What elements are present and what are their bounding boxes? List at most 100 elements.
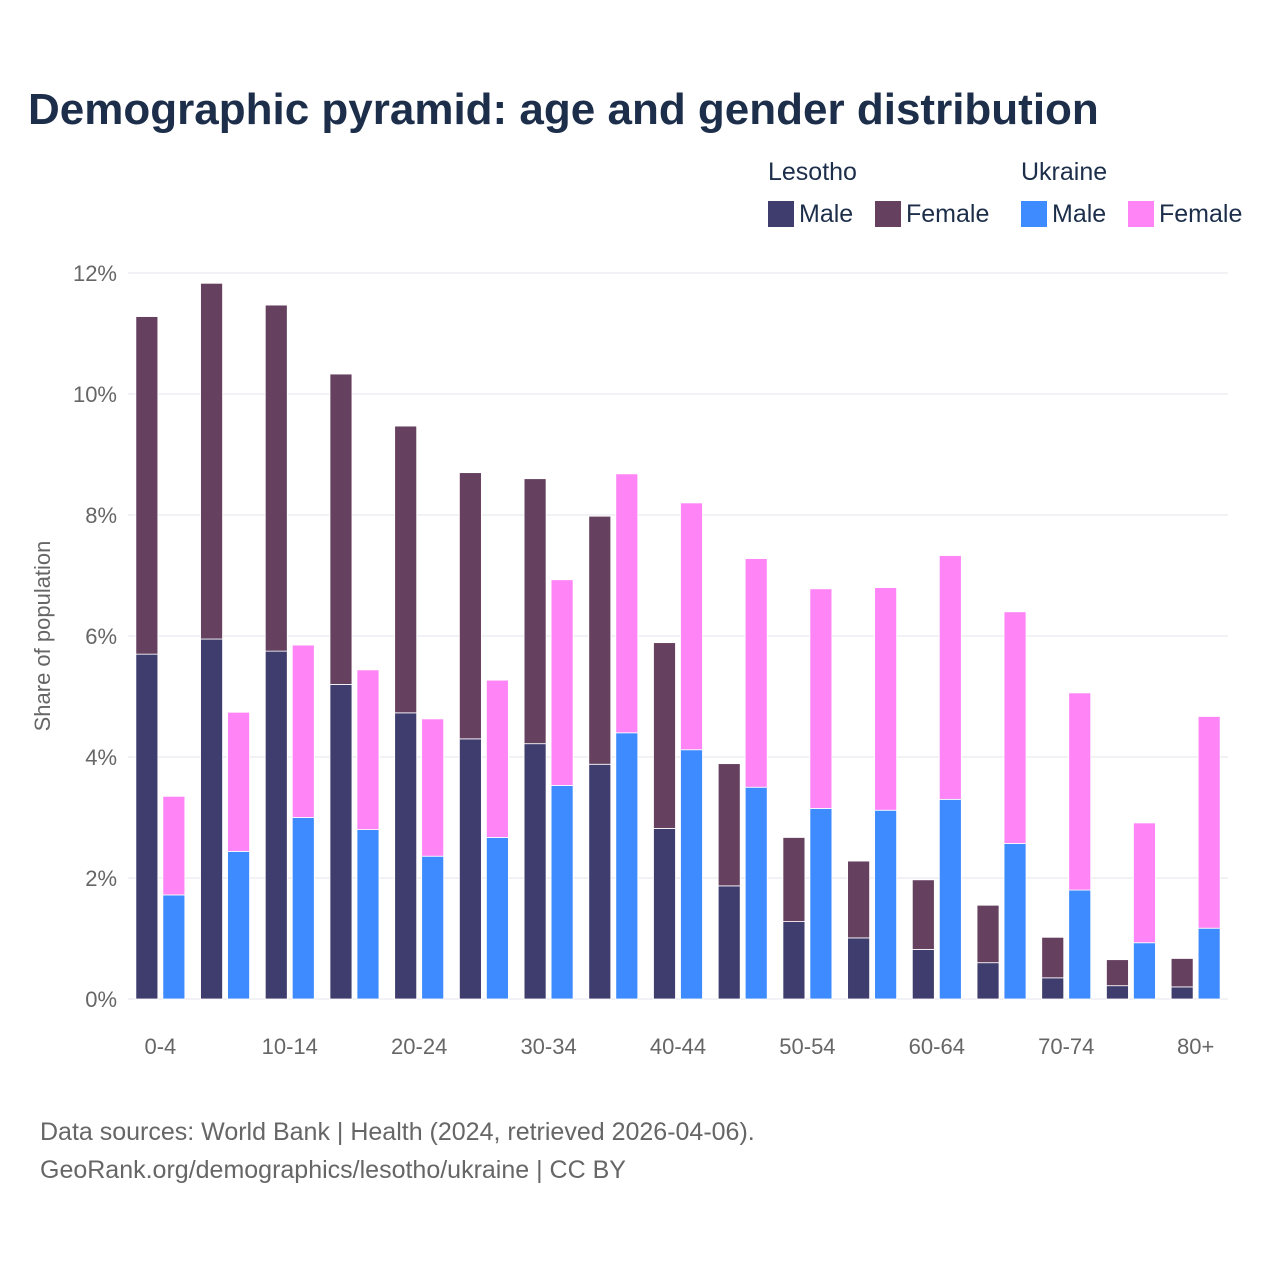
bar-ukraine-female [1069, 693, 1091, 890]
legend-label-lesotho-female: Female [906, 200, 989, 228]
bar-ukraine-female [486, 680, 508, 837]
y-tick-label: 8% [85, 503, 117, 528]
legend-label-ukraine-male: Male [1052, 200, 1106, 228]
bar-lesotho-male [265, 651, 287, 999]
legend-label-lesotho-male: Male [799, 200, 853, 228]
bar-ukraine-female [422, 719, 444, 856]
bar-lesotho-male [589, 764, 611, 999]
y-tick-label: 10% [73, 382, 117, 407]
bar-ukraine-female [292, 645, 314, 817]
bar-ukraine-female [228, 712, 250, 851]
bar-lesotho-female [1171, 958, 1193, 986]
bar-ukraine-female [357, 670, 379, 830]
bar-ukraine-male [681, 750, 703, 999]
bar-ukraine-female [681, 503, 703, 750]
x-tick-label: 30-34 [520, 1034, 576, 1059]
bar-lesotho-male [1042, 978, 1064, 999]
bar-lesotho-male [912, 949, 934, 999]
bar-ukraine-male [486, 837, 508, 999]
bar-ukraine-female [810, 589, 832, 809]
bar-ukraine-male [551, 785, 573, 999]
bar-lesotho-male [1171, 987, 1193, 999]
bar-ukraine-female [1198, 716, 1220, 928]
x-tick-label: 40-44 [650, 1034, 706, 1059]
y-tick-label: 2% [85, 866, 117, 891]
legend-swatch-ukraine-male [1021, 201, 1047, 227]
x-tick-label: 0-4 [144, 1034, 176, 1059]
legend-group-lesotho: Lesotho [768, 158, 857, 186]
bar-lesotho-male [848, 938, 870, 999]
bar-ukraine-male [616, 733, 638, 999]
y-tick-label: 12% [73, 261, 117, 286]
bar-ukraine-female [939, 556, 961, 800]
y-tick-label: 6% [85, 624, 117, 649]
bar-lesotho-female [1042, 937, 1064, 978]
bar-lesotho-male [718, 886, 740, 999]
bar-lesotho-male [395, 713, 417, 999]
bar-lesotho-female [459, 473, 481, 739]
bar-ukraine-male [228, 851, 250, 999]
bar-lesotho-female [1106, 960, 1128, 986]
chart-title: Demographic pyramid: age and gender dist… [28, 85, 1099, 134]
bar-ukraine-female [1004, 612, 1026, 844]
bar-lesotho-female [654, 643, 676, 829]
legend: Lesotho Male Female Ukraine Male Female [768, 158, 1242, 228]
legend-group-ukraine: Ukraine [1021, 158, 1107, 186]
bar-lesotho-female [201, 283, 223, 639]
bar-ukraine-male [875, 810, 897, 999]
x-tick-label: 80+ [1177, 1034, 1214, 1059]
bar-lesotho-female [589, 516, 611, 764]
legend-label-ukraine-female: Female [1159, 200, 1242, 228]
bar-ukraine-male [810, 808, 832, 999]
bar-ukraine-male [745, 787, 767, 999]
chart: Demographic pyramid: age and gender dist… [0, 0, 1280, 1280]
y-axis-title: Share of population [30, 541, 55, 732]
y-tick-label: 0% [85, 987, 117, 1012]
x-tick-label: 60-64 [909, 1034, 965, 1059]
bar-lesotho-female [912, 880, 934, 950]
bar-lesotho-male [783, 922, 805, 999]
bar-ukraine-male [422, 856, 444, 999]
bar-lesotho-female [330, 374, 352, 684]
bar-ukraine-female [163, 796, 185, 895]
bar-lesotho-male [330, 684, 352, 999]
bar-ukraine-male [357, 830, 379, 999]
bar-ukraine-female [1133, 823, 1155, 943]
bar-ukraine-male [939, 799, 961, 999]
bar-lesotho-female [848, 861, 870, 938]
bar-ukraine-male [292, 818, 314, 1000]
source-line-2: GeoRank.org/demographics/lesotho/ukraine… [40, 1156, 626, 1184]
bar-lesotho-female [395, 426, 417, 713]
legend-swatch-ukraine-female [1128, 201, 1154, 227]
bar-ukraine-male [1069, 890, 1091, 999]
source-line-1: Data sources: World Bank | Health (2024,… [40, 1118, 755, 1146]
y-tick-label: 4% [85, 745, 117, 770]
bar-ukraine-male [1198, 928, 1220, 999]
bar-lesotho-female [524, 479, 546, 744]
bar-lesotho-male [654, 828, 676, 999]
bar-lesotho-male [136, 654, 158, 999]
bar-lesotho-male [524, 744, 546, 999]
bar-lesotho-male [977, 963, 999, 999]
x-tick-label: 50-54 [779, 1034, 835, 1059]
legend-swatch-lesotho-female [875, 201, 901, 227]
bar-lesotho-female [783, 837, 805, 921]
bars [136, 283, 1220, 999]
bar-lesotho-female [265, 305, 287, 651]
x-axis-ticks: 0-4 10-14 20-24 30-34 40-44 50-54 60-64 70-74 80… [144, 1034, 1214, 1059]
legend-swatch-lesotho-male [768, 201, 794, 227]
bar-ukraine-female [875, 588, 897, 811]
bar-ukraine-male [1004, 844, 1026, 999]
bar-lesotho-male [201, 639, 223, 999]
bar-lesotho-female [718, 764, 740, 886]
x-tick-label: 20-24 [391, 1034, 447, 1059]
bar-ukraine-female [551, 580, 573, 786]
bar-ukraine-male [163, 895, 185, 999]
bar-ukraine-female [616, 474, 638, 733]
bar-lesotho-male [459, 739, 481, 999]
bar-lesotho-female [136, 317, 158, 655]
x-tick-label: 10-14 [262, 1034, 318, 1059]
bar-ukraine-female [745, 559, 767, 788]
y-axis-ticks: 0% 2% 4% 6% 8% 10% 12% [73, 261, 117, 1012]
bar-lesotho-female [977, 905, 999, 962]
